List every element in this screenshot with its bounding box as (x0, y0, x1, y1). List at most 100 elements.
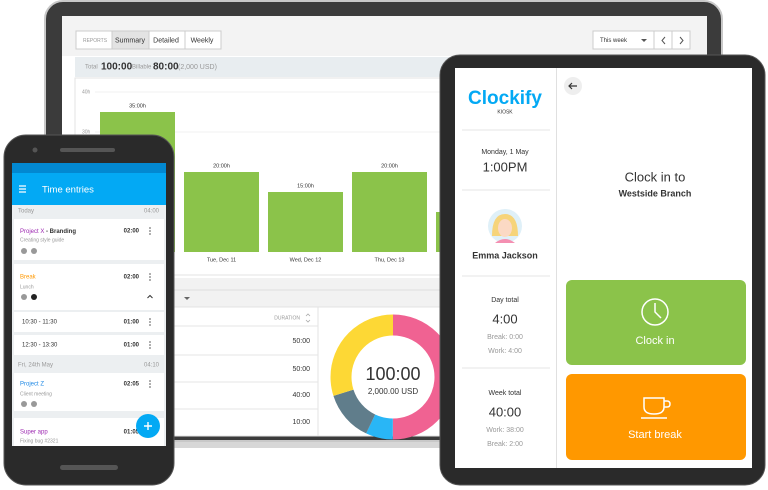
billable-amount: (2,000 USD) (178, 64, 217, 71)
value-label: 15:00h (297, 183, 314, 189)
decoration (330, 314, 456, 440)
decoration (144, 422, 152, 430)
project: Project X (20, 229, 44, 235)
entry-time: 10:30 - 11:30 (22, 320, 58, 326)
donut-amount: 2,000.00 USD (368, 387, 418, 396)
week-work: Work: 38:00 (486, 427, 524, 434)
day-break: Break: 0:00 (487, 334, 523, 341)
range-picker[interactable] (592, 30, 691, 50)
duration-cell: 50:00 (292, 366, 310, 373)
decoration (60, 148, 115, 152)
duration-cell: 10:00 (292, 419, 310, 426)
entry-card[interactable] (14, 219, 164, 260)
decoration (568, 82, 577, 90)
value-label: 20:00h (381, 163, 398, 169)
decoration (305, 313, 311, 323)
entry-duration: 01:00 (124, 343, 140, 349)
entry-project: Project Z (20, 382, 44, 388)
entry-description: Creating style guide (20, 237, 64, 243)
y-tick-label: 40h (82, 89, 91, 95)
entry-duration: 02:00 (124, 275, 140, 281)
x-tick-label: Wed, Dec 12 (290, 257, 322, 263)
entry-row[interactable] (14, 312, 164, 332)
decoration (184, 297, 190, 300)
tab[interactable]: REPORTS (83, 38, 108, 44)
decoration (498, 219, 512, 237)
decoration (21, 248, 27, 254)
x-tick-label: Tue, Dec 11 (207, 257, 236, 263)
entry-duration: 01:00 (124, 320, 140, 326)
day-work: Work: 4:00 (488, 348, 522, 355)
total-label: Total (85, 65, 98, 71)
entry-description: Fixing bug #2321 (20, 438, 59, 444)
y-tick-label: 30h (82, 129, 91, 135)
decoration (31, 248, 37, 254)
date: Monday, 1 May (481, 149, 529, 156)
duration-cell: 40:00 (292, 392, 310, 399)
entry-duration: 01:05 (124, 430, 140, 436)
decoration (641, 39, 647, 42)
tab[interactable]: Weekly (191, 37, 214, 44)
decoration (641, 397, 671, 419)
decoration (21, 294, 27, 300)
entry-time: 12:30 - 13:30 (22, 343, 58, 349)
decoration (31, 294, 37, 300)
total-value: 100:00 (101, 62, 133, 73)
entry-duration: 02:00 (124, 229, 140, 235)
heading: Clock in to (625, 169, 686, 184)
table-header: DURATION (274, 315, 300, 321)
tablet: Clockify KIOSK Monday, 1 May 1:00PM Emma… (439, 54, 766, 486)
tab-active[interactable] (111, 30, 150, 50)
decoration (147, 294, 153, 299)
tab[interactable]: Summary (115, 37, 145, 44)
day-total-label: Day total (491, 297, 519, 304)
decoration (654, 303, 662, 319)
day-total: 4:00 (492, 311, 517, 326)
avatar (488, 209, 522, 243)
user-name: Emma Jackson (472, 250, 538, 260)
entry-row[interactable] (14, 335, 164, 355)
bar (184, 172, 259, 252)
kiosk-label: KIOSK (497, 109, 513, 115)
decoration (661, 36, 684, 45)
entry-card[interactable] (14, 373, 164, 411)
tab[interactable]: Detailed (153, 37, 179, 44)
start-break-label: Start break (628, 429, 682, 441)
start-break-button[interactable] (566, 374, 746, 460)
billable-label: Billable (132, 65, 152, 71)
clock-in-button[interactable] (566, 280, 746, 365)
billable-value: 80:00 (153, 62, 179, 73)
group-total: 04:00 (144, 209, 160, 215)
range-label: This week (600, 38, 628, 44)
decoration (32, 147, 38, 153)
entry-project: Break (20, 275, 37, 281)
entry-duration: 02:05 (124, 382, 140, 388)
x-tick-label: Thu, Dec 13 (375, 257, 405, 263)
decoration (641, 298, 669, 326)
bar (268, 192, 343, 252)
group-total: 04:10 (144, 363, 160, 369)
phone: Time entries Today 04:00 Project X - Bra… (3, 134, 175, 486)
task: - Branding (44, 229, 76, 235)
week-break: Break: 2:00 (487, 441, 523, 448)
entry-description: Lunch (20, 284, 34, 290)
week-total-label: Week total (489, 390, 522, 397)
week-total: 40:00 (489, 404, 522, 419)
time: 1:00PM (483, 159, 528, 174)
entry-project: Project X - Branding (20, 229, 76, 235)
entry-project: Super app (20, 430, 48, 436)
app-bar (12, 173, 166, 205)
value-label: 20:00h (213, 163, 230, 169)
bar (352, 172, 427, 252)
decoration (31, 401, 37, 407)
decoration (495, 239, 515, 243)
branch: Westside Branch (619, 188, 692, 198)
menu-button[interactable] (19, 185, 26, 193)
group-date: Fri, 24th May (18, 363, 53, 369)
entry-description: Client meeting (20, 391, 52, 397)
donut-total: 100:00 (365, 364, 420, 384)
decoration (60, 465, 118, 470)
entry-card[interactable] (14, 264, 164, 310)
value-label: 35:00h (129, 103, 146, 109)
